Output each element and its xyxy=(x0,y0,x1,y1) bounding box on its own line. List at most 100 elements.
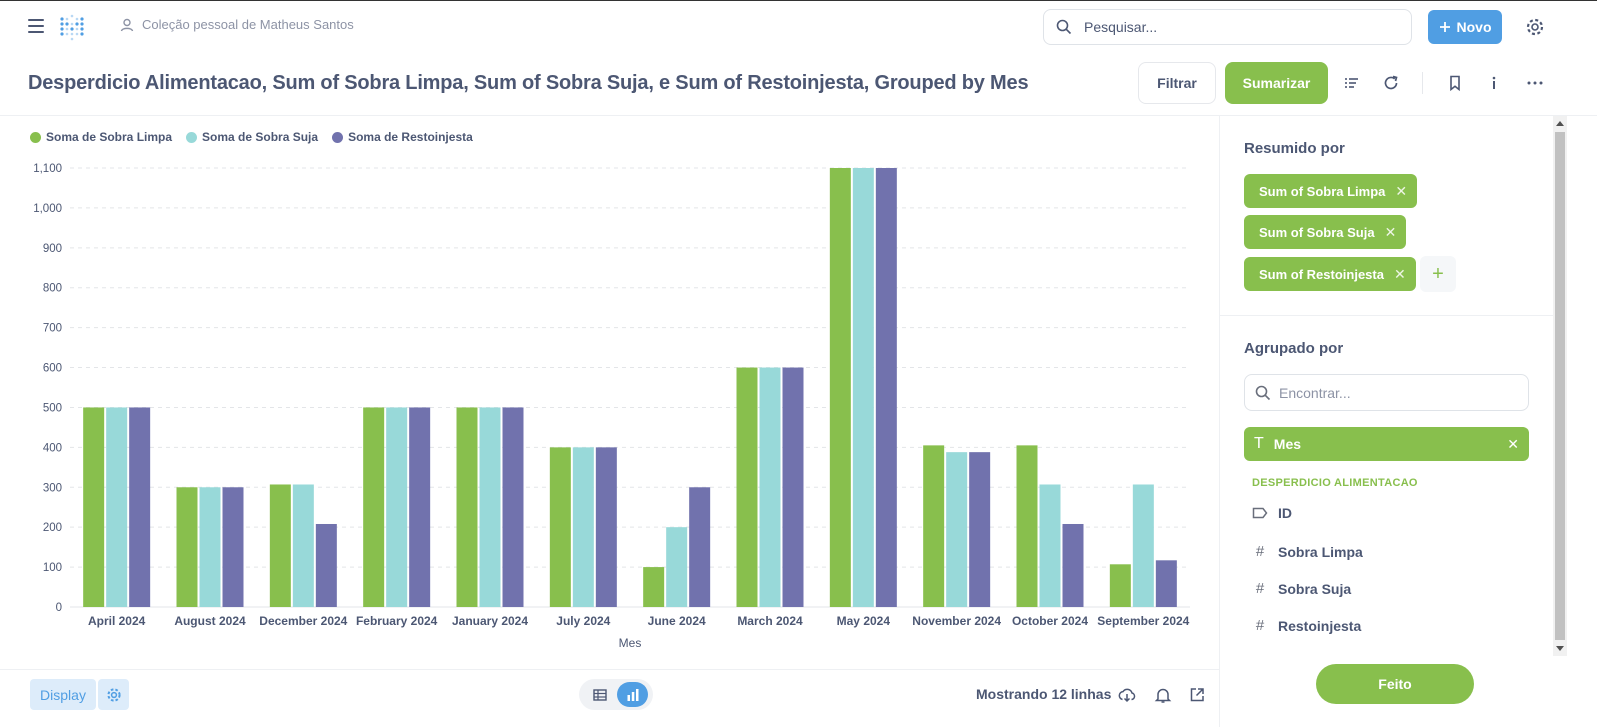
collection-breadcrumb[interactable]: Coleção pessoal de Matheus Santos xyxy=(120,17,354,32)
new-button[interactable]: Novo xyxy=(1428,10,1502,44)
scrollbar-thumb[interactable] xyxy=(1555,132,1565,640)
display-button[interactable]: Display xyxy=(30,679,96,710)
new-button-label: Novo xyxy=(1456,19,1492,35)
bar-0-5[interactable] xyxy=(549,447,571,607)
bookmark-icon[interactable] xyxy=(1446,74,1464,92)
bar-1-5[interactable] xyxy=(572,447,594,607)
bar-0-1[interactable] xyxy=(176,487,198,607)
bar-2-7[interactable] xyxy=(782,367,804,607)
filter-button[interactable]: Filtrar xyxy=(1138,62,1216,104)
metric-pill-1[interactable]: Sum of Sobra Suja ✕ xyxy=(1244,215,1407,249)
info-icon[interactable] xyxy=(1485,74,1503,92)
bar-1-2[interactable] xyxy=(292,484,314,607)
close-icon[interactable]: ✕ xyxy=(1395,182,1408,199)
footer-bar xyxy=(0,669,1219,727)
bar-0-10[interactable] xyxy=(1016,445,1038,607)
add-metric-button[interactable]: + xyxy=(1420,256,1456,292)
scroll-down-arrow-icon[interactable] xyxy=(1556,646,1564,651)
field-sobra-limpa[interactable]: # Sobra Limpa xyxy=(1252,543,1363,560)
text-type-icon: T xyxy=(1254,435,1264,452)
y-tick-label: 600 xyxy=(43,363,62,375)
summarize-button[interactable]: Sumarizar xyxy=(1225,62,1328,104)
x-tick-label: July 2024 xyxy=(556,614,610,628)
table-view-toggle[interactable] xyxy=(584,682,615,707)
bar-1-6[interactable] xyxy=(666,527,688,607)
field-sobra-suja[interactable]: # Sobra Suja xyxy=(1252,580,1351,597)
bar-0-9[interactable] xyxy=(923,445,945,607)
bar-2-4[interactable] xyxy=(502,407,524,607)
field-label: Sobra Limpa xyxy=(1278,543,1363,560)
question-title[interactable]: Desperdicio Alimentacao, Sum of Sobra Li… xyxy=(28,72,1029,94)
bar-1-4[interactable] xyxy=(479,407,501,607)
y-tick-label: 700 xyxy=(43,323,62,335)
bar-0-4[interactable] xyxy=(456,407,478,607)
bar-2-1[interactable] xyxy=(222,487,244,607)
legend-item-1[interactable]: Soma de Sobra Suja xyxy=(186,130,318,144)
share-icon[interactable] xyxy=(1188,686,1206,704)
bar-2-5[interactable] xyxy=(595,447,617,607)
bar-2-0[interactable] xyxy=(129,407,151,607)
metric-label: Sum of Restoinjesta xyxy=(1259,266,1384,282)
refresh-icon[interactable] xyxy=(1382,74,1400,92)
bar-2-11[interactable] xyxy=(1155,560,1177,607)
bar-2-6[interactable] xyxy=(689,487,711,607)
metric-pill-2[interactable]: Sum of Restoinjesta ✕ xyxy=(1244,257,1416,291)
hamburger-menu-icon[interactable] xyxy=(28,19,44,33)
bar-1-10[interactable] xyxy=(1039,484,1061,607)
bar-2-9[interactable] xyxy=(969,452,991,607)
metric-pill-0[interactable]: Sum of Sobra Limpa ✕ xyxy=(1244,174,1418,208)
settings-gear-icon[interactable] xyxy=(1525,17,1545,37)
bar-0-6[interactable] xyxy=(643,567,665,607)
find-field-box[interactable] xyxy=(1244,374,1529,411)
search-box[interactable] xyxy=(1043,9,1412,45)
search-input[interactable] xyxy=(1084,19,1384,35)
bell-icon[interactable] xyxy=(1154,686,1172,704)
scroll-up-arrow-icon[interactable] xyxy=(1556,121,1564,126)
y-tick-label: 500 xyxy=(43,402,62,414)
bar-0-3[interactable] xyxy=(363,407,385,607)
close-icon[interactable]: ✕ xyxy=(1393,265,1406,282)
field-label: Sobra Suja xyxy=(1278,580,1352,597)
sidebar-scrollbar[interactable] xyxy=(1553,116,1567,656)
group-by-mes-pill[interactable]: T Mes ✕ xyxy=(1244,427,1529,461)
bar-1-0[interactable] xyxy=(106,407,128,607)
bar-1-7[interactable] xyxy=(759,367,781,607)
bar-1-11[interactable] xyxy=(1132,484,1154,607)
bar-0-2[interactable] xyxy=(269,484,291,607)
bar-0-11[interactable] xyxy=(1109,564,1131,607)
display-settings-button[interactable] xyxy=(98,679,129,710)
group-field-label: Mes xyxy=(1273,436,1302,452)
bar-0-7[interactable] xyxy=(736,367,758,607)
bar-2-3[interactable] xyxy=(409,407,431,607)
bar-0-0[interactable] xyxy=(83,407,105,607)
legend-item-0[interactable]: Soma de Sobra Limpa xyxy=(30,130,172,144)
close-icon[interactable]: ✕ xyxy=(1507,435,1519,452)
metabase-logo-icon[interactable] xyxy=(58,13,86,41)
bar-1-8[interactable] xyxy=(852,168,874,607)
y-tick-label: 1,000 xyxy=(33,203,62,215)
download-icon[interactable] xyxy=(1118,686,1136,704)
metric-label: Sum of Sobra Suja xyxy=(1259,224,1375,240)
bar-1-3[interactable] xyxy=(386,407,408,607)
bar-1-1[interactable] xyxy=(199,487,221,607)
bar-1-9[interactable] xyxy=(946,452,968,607)
field-restoinjesta[interactable]: # Restoinjesta xyxy=(1252,617,1361,634)
field-id[interactable]: ID xyxy=(1252,505,1292,521)
bar-2-8[interactable] xyxy=(875,168,897,607)
close-icon[interactable]: ✕ xyxy=(1384,223,1397,240)
plus-icon xyxy=(1439,22,1450,32)
header-separator xyxy=(0,115,1597,116)
summarized-by-heading: Resumido por xyxy=(1244,140,1345,157)
bar-2-2[interactable] xyxy=(315,523,337,607)
x-tick-label: August 2024 xyxy=(174,614,246,628)
hash-icon: # xyxy=(1255,543,1265,560)
bar-2-10[interactable] xyxy=(1062,523,1084,607)
legend-item-2[interactable]: Soma de Restoinjesta xyxy=(332,130,473,144)
more-options-icon[interactable] xyxy=(1526,74,1544,92)
find-field-input[interactable] xyxy=(1279,384,1509,401)
search-icon xyxy=(1056,19,1072,35)
notebook-editor-icon[interactable] xyxy=(1343,74,1361,92)
bar-0-8[interactable] xyxy=(829,168,851,607)
chart-view-toggle[interactable] xyxy=(617,682,648,707)
done-button[interactable]: Feito xyxy=(1316,664,1474,704)
